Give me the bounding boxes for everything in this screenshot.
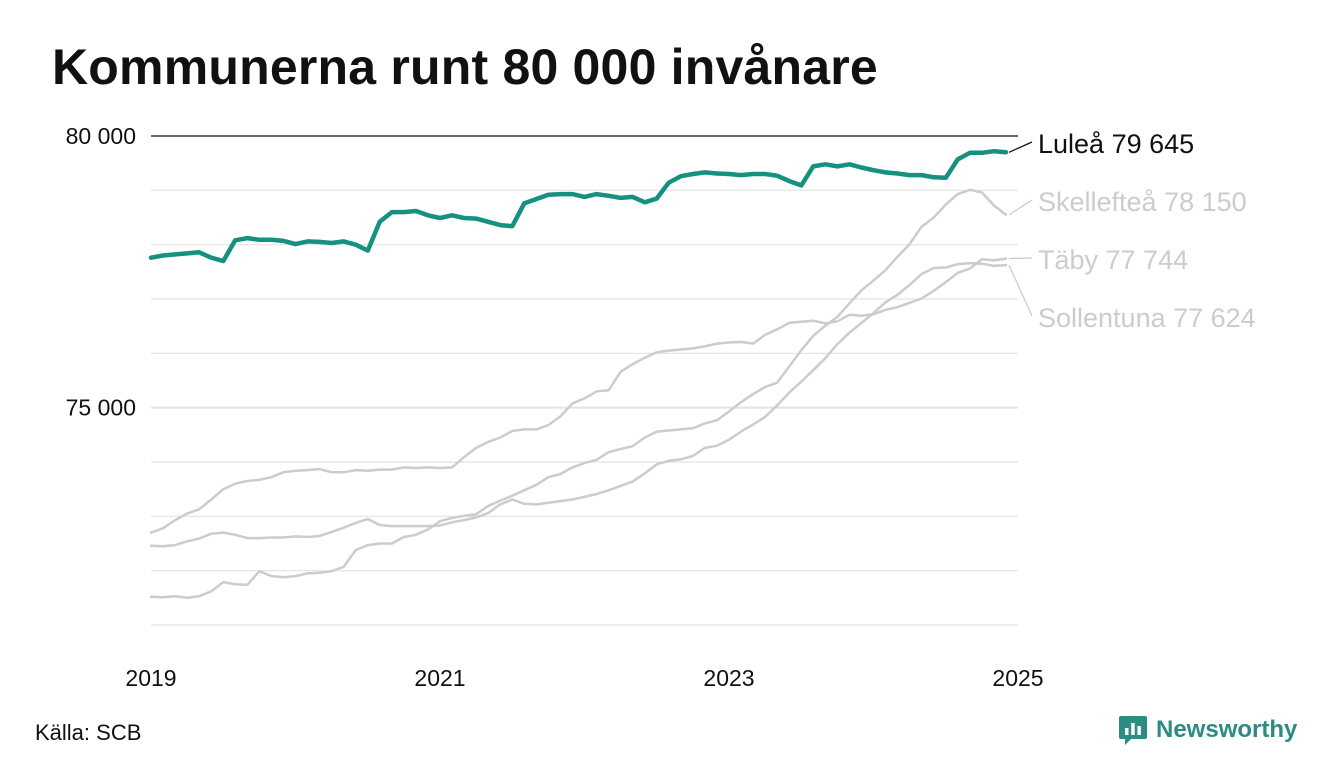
brand-name: Newsworthy bbox=[1156, 716, 1298, 743]
label-connector-täby bbox=[1008, 257, 1033, 260]
series-label-täby: Täby 77 744 bbox=[1038, 245, 1188, 275]
series-label-luleå: Luleå 79 645 bbox=[1038, 129, 1194, 159]
series-line-luleå bbox=[148, 148, 1009, 264]
x-axis-tick-labels: 2019 2021 2023 2025 bbox=[125, 665, 1043, 691]
series-lines bbox=[148, 148, 1009, 600]
y-tick-label: 75 000 bbox=[66, 395, 136, 421]
brand: Newsworthy bbox=[1118, 714, 1297, 746]
label-connector-luleå bbox=[1008, 141, 1033, 153]
label-connector-sollentuna bbox=[1008, 264, 1033, 317]
chart-title: Kommunerna runt 80 000 invånare bbox=[52, 39, 878, 95]
x-tick-label: 2019 bbox=[125, 665, 176, 691]
series-line-täby bbox=[149, 257, 1008, 534]
x-tick-label: 2023 bbox=[703, 665, 754, 691]
series-line-sollentuna bbox=[149, 261, 1008, 548]
grid-lines bbox=[151, 135, 1018, 626]
y-axis-tick-labels: 75 000 80 000 bbox=[66, 123, 136, 421]
y-tick-label: 80 000 bbox=[66, 123, 136, 149]
source-note: Källa: SCB bbox=[35, 720, 142, 745]
x-tick-label: 2025 bbox=[992, 665, 1043, 691]
series-label-sollentuna: Sollentuna 77 624 bbox=[1038, 303, 1256, 333]
series-line-skellefteå bbox=[149, 188, 1008, 600]
series-end-labels: Luleå 79 645 Skellefteå 78 150 Täby 77 744… bbox=[1008, 129, 1256, 333]
x-tick-label: 2021 bbox=[414, 665, 465, 691]
newsworthy-logo-icon bbox=[1119, 716, 1147, 745]
label-connector-skellefteå bbox=[1008, 199, 1033, 216]
series-label-skellefteå: Skellefteå 78 150 bbox=[1038, 187, 1247, 217]
